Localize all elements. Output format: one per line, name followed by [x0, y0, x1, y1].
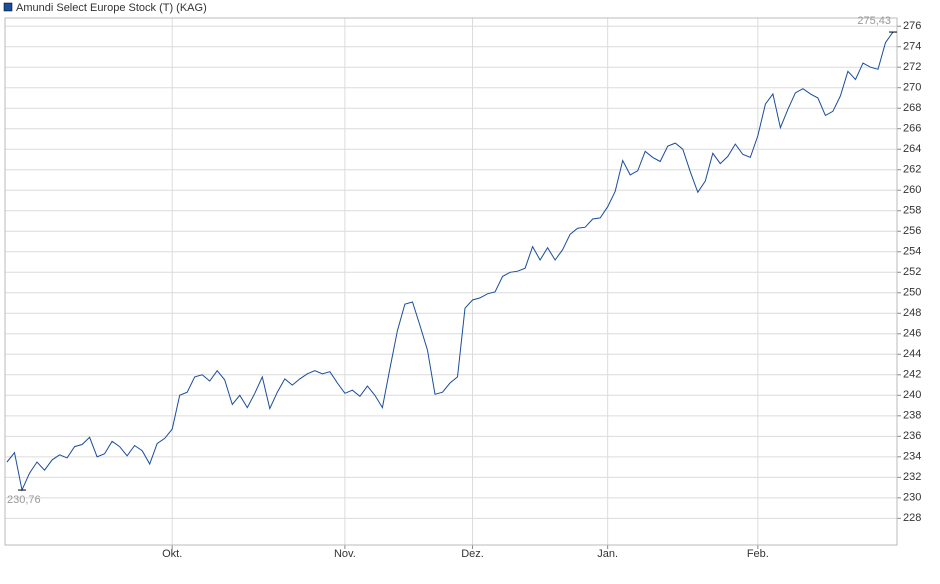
price-line — [6, 31, 894, 492]
x-tick-label: Feb. — [747, 548, 769, 560]
y-tick-label: 246 — [903, 328, 921, 340]
y-tick-label: 230 — [903, 492, 921, 504]
legend-label: Amundi Select Europe Stock (T) (KAG) — [16, 2, 207, 14]
x-tick-label: Okt. — [162, 548, 182, 560]
y-tick-label: 274 — [903, 41, 921, 53]
y-tick-label: 228 — [903, 512, 921, 524]
annotation-label: 230,76 — [7, 494, 41, 506]
y-tick-label: 260 — [903, 184, 921, 196]
y-tick-label: 244 — [903, 348, 921, 360]
y-tick-label: 272 — [903, 61, 921, 73]
x-tick-label: Jan. — [597, 548, 618, 560]
x-tick-label: Nov. — [334, 548, 356, 560]
y-tick-label: 236 — [903, 430, 921, 442]
y-tick-label: 248 — [903, 307, 921, 319]
y-tick-label: 276 — [903, 20, 921, 32]
x-tick-label: Dez. — [461, 548, 484, 560]
y-tick-label: 240 — [903, 389, 921, 401]
y-tick-label: 252 — [903, 266, 921, 278]
y-tick-label: 242 — [903, 369, 921, 381]
y-tick-label: 266 — [903, 123, 921, 135]
y-tick-label: 234 — [903, 451, 921, 463]
y-tick-label: 250 — [903, 287, 921, 299]
y-tick-label: 262 — [903, 164, 921, 176]
annotation-label: 275,43 — [857, 15, 891, 27]
plot-frame — [4, 17, 898, 546]
y-tick-label: 270 — [903, 82, 921, 94]
y-tick-label: 264 — [903, 143, 921, 155]
y-tick-label: 256 — [903, 225, 921, 237]
y-tick-label: 232 — [903, 471, 921, 483]
y-tick-label: 258 — [903, 205, 921, 217]
y-tick-label: 238 — [903, 410, 921, 422]
y-tick-label: 268 — [903, 102, 921, 114]
legend-swatch — [3, 2, 13, 12]
y-tick-label: 254 — [903, 246, 921, 258]
